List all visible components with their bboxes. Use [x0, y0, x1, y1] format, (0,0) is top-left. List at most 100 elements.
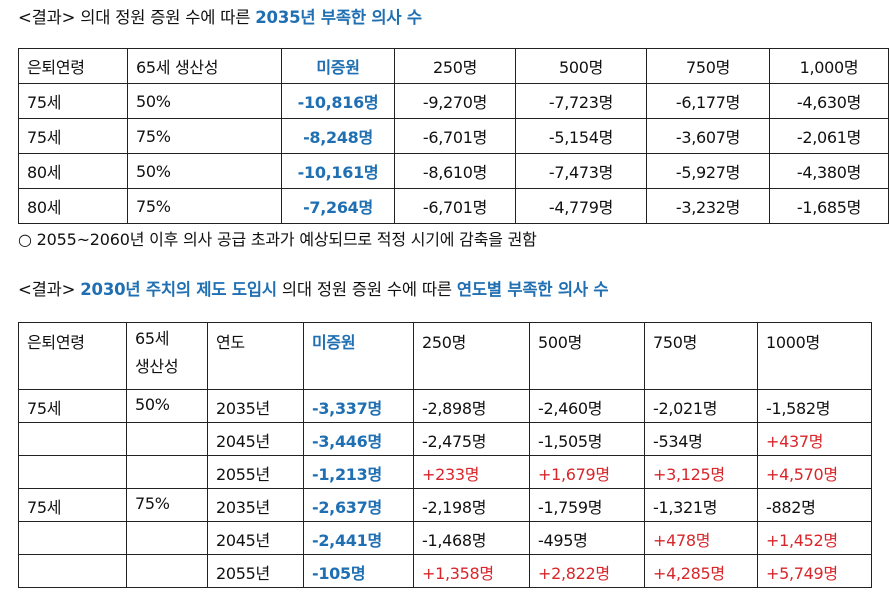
table-header-row: 은퇴연령 65세 생산성 연도 미증원 250명 500명 750명 1000명	[18, 322, 872, 390]
table-cell: 2055년	[207, 554, 304, 588]
table-cell: 80세	[18, 188, 128, 224]
section-heading-gp-2030: <결과> 2030년 주치의 제도 도입시 의대 정원 증원 수에 따른 연도별…	[18, 276, 609, 300]
table-cell	[18, 422, 127, 456]
section-heading-2035: <결과> 의대 정원 증원 수에 따른 2035년 부족한 의사 수	[18, 4, 422, 28]
table-cell: 2035년	[207, 488, 304, 522]
table-cell: 80세	[18, 153, 128, 189]
column-header: 65세 생산성	[127, 48, 282, 84]
table-cell: -2,061명	[769, 118, 889, 154]
column-header: 250명	[394, 48, 516, 84]
table-cell: 2035년	[207, 389, 304, 423]
table-header-row: 은퇴연령 65세 생산성 미증원 250명 500명 750명 1,000명	[18, 48, 889, 84]
table-row: 75세 75% -8,248명 -6,701명 -5,154명 -3,607명 -2,061…	[18, 118, 889, 154]
column-header: 1,000명	[769, 48, 889, 84]
table-cell: -1,321명	[644, 488, 758, 522]
table-cell	[126, 422, 208, 456]
table-row: 2045년 -2,441명 -1,468명 -495명 +478명 +1,452명	[18, 521, 872, 555]
table-cell: -2,198명	[413, 488, 530, 522]
table-cell: 2055년	[207, 455, 304, 489]
column-header: 65세 생산성	[126, 322, 208, 390]
heading-prefix: <결과> 의대 정원 증원 수에 따른	[18, 8, 256, 27]
table-cell: 75%	[127, 188, 282, 224]
table-cell: -8,610명	[394, 153, 516, 189]
table-cell: 2045년	[207, 422, 304, 456]
table-cell	[126, 455, 208, 489]
table-cell: 75세	[18, 389, 127, 423]
table-cell: 75세	[18, 83, 128, 119]
table-cell	[18, 554, 127, 588]
table-cell: 75세	[18, 118, 128, 154]
table-cell: -4,779명	[515, 188, 647, 224]
shortage-by-year-table: 은퇴연령 65세 생산성 연도 미증원 250명 500명 750명 1000명 75세 50% 2…	[18, 322, 872, 588]
table-cell: +3,125명	[644, 455, 758, 489]
table-cell: +437명	[757, 422, 872, 456]
table-cell	[126, 521, 208, 555]
table-cell: +4,570명	[757, 455, 872, 489]
table-cell: -7,264명	[281, 188, 395, 224]
table-cell: -9,270명	[394, 83, 516, 119]
table-cell: +2,822명	[529, 554, 645, 588]
table-cell: +233명	[413, 455, 530, 489]
table-row: 75세 50% -10,816명 -9,270명 -7,723명 -6,177명 -4,63…	[18, 83, 889, 119]
table-cell: -7,473명	[515, 153, 647, 189]
table-cell: -2,441명	[303, 521, 414, 555]
table-cell: -4,630명	[769, 83, 889, 119]
table-cell: -3,232명	[646, 188, 770, 224]
shortage-2035-table: 은퇴연령 65세 생산성 미증원 250명 500명 750명 1,000명 75세 50% -1…	[18, 48, 889, 224]
table-cell	[18, 521, 127, 555]
table-cell: 75%	[126, 488, 208, 522]
table-cell: -1,468명	[413, 521, 530, 555]
table-cell: -2,898명	[413, 389, 530, 423]
table-row: 75세 75% 2035년 -2,637명 -2,198명 -1,759명 -1,321명 -…	[18, 488, 872, 522]
table-cell: -105명	[303, 554, 414, 588]
table-cell: -5,154명	[515, 118, 647, 154]
table-cell: -10,816명	[281, 83, 395, 119]
column-header: 500명	[515, 48, 647, 84]
heading-highlight-2: 연도별 부족한 의사 수	[456, 280, 609, 299]
table-cell: -2,460명	[529, 389, 645, 423]
table-cell: -8,248명	[281, 118, 395, 154]
table-row: 75세 50% 2035년 -3,337명 -2,898명 -2,460명 -2,021명 -…	[18, 389, 872, 423]
column-header: 750명	[644, 322, 758, 390]
table-cell	[18, 455, 127, 489]
table-cell: -7,723명	[515, 83, 647, 119]
table-cell: -1,582명	[757, 389, 872, 423]
table-cell: -2,637명	[303, 488, 414, 522]
table-cell: -4,380명	[769, 153, 889, 189]
column-header: 은퇴연령	[18, 48, 128, 84]
table-cell: +1,452명	[757, 521, 872, 555]
table-cell: +1,358명	[413, 554, 530, 588]
table-cell: -6,177명	[646, 83, 770, 119]
table-cell: -534명	[644, 422, 758, 456]
table-row: 2055년 -105명 +1,358명 +2,822명 +4,285명 +5,749명	[18, 554, 872, 588]
table-cell: -10,161명	[281, 153, 395, 189]
table-cell: -3,607명	[646, 118, 770, 154]
heading-highlight: 2035년 부족한 의사 수	[255, 8, 422, 27]
table-cell: +5,749명	[757, 554, 872, 588]
table-cell: 50%	[127, 83, 282, 119]
table-cell: 75세	[18, 488, 127, 522]
table-cell: -6,701명	[394, 188, 516, 224]
table-cell: -1,505명	[529, 422, 645, 456]
table-cell: -2,475명	[413, 422, 530, 456]
table-cell: -3,446명	[303, 422, 414, 456]
table-cell: -6,701명	[394, 118, 516, 154]
table-cell: -2,021명	[644, 389, 758, 423]
column-header: 250명	[413, 322, 530, 390]
table-row: 80세 75% -7,264명 -6,701명 -4,779명 -3,232명 -1,685…	[18, 188, 889, 224]
table-cell: -1,759명	[529, 488, 645, 522]
table-cell: 50%	[127, 153, 282, 189]
column-header: 1000명	[757, 322, 872, 390]
table-row: 80세 50% -10,161명 -8,610명 -7,473명 -5,927명 -4,38…	[18, 153, 889, 189]
column-header: 연도	[207, 322, 304, 390]
column-header: 500명	[529, 322, 645, 390]
column-header: 은퇴연령	[18, 322, 127, 390]
table-row: 2045년 -3,446명 -2,475명 -1,505명 -534명 +437명	[18, 422, 872, 456]
table-row: 2055년 -1,213명 +233명 +1,679명 +3,125명 +4,570명	[18, 455, 872, 489]
table-cell: +478명	[644, 521, 758, 555]
recommendation-note: ○ 2055~2060년 이후 의사 공급 초과가 예상되므로 적정 시기에 감…	[18, 230, 537, 249]
table-cell: -495명	[529, 521, 645, 555]
table-cell: 2045년	[207, 521, 304, 555]
table-cell: 50%	[126, 389, 208, 423]
table-cell: -1,685명	[769, 188, 889, 224]
